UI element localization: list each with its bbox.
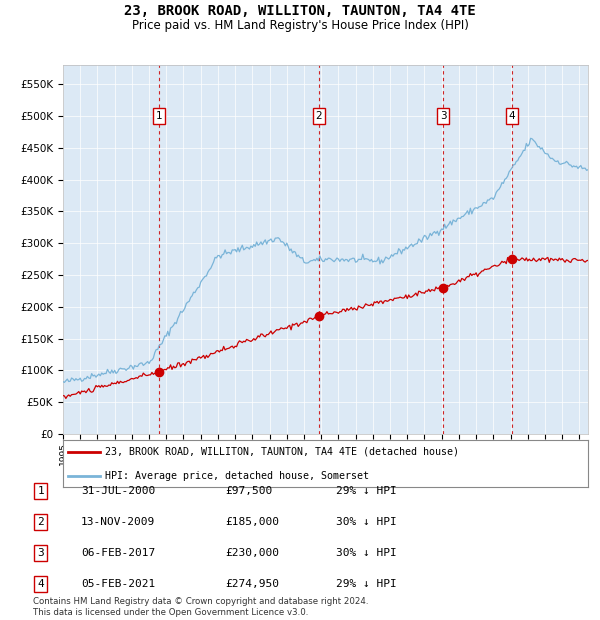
Text: £97,500: £97,500 — [225, 486, 272, 496]
Text: 4: 4 — [37, 579, 44, 589]
Text: 29% ↓ HPI: 29% ↓ HPI — [336, 579, 397, 589]
Text: 06-FEB-2017: 06-FEB-2017 — [81, 548, 155, 558]
Text: 4: 4 — [509, 111, 515, 121]
Text: Contains HM Land Registry data © Crown copyright and database right 2024.
This d: Contains HM Land Registry data © Crown c… — [33, 598, 368, 617]
Text: 23, BROOK ROAD, WILLITON, TAUNTON, TA4 4TE: 23, BROOK ROAD, WILLITON, TAUNTON, TA4 4… — [124, 4, 476, 19]
Text: 2: 2 — [37, 517, 44, 527]
Text: £230,000: £230,000 — [225, 548, 279, 558]
Text: 3: 3 — [440, 111, 446, 121]
Text: £274,950: £274,950 — [225, 579, 279, 589]
Text: 13-NOV-2009: 13-NOV-2009 — [81, 517, 155, 527]
Text: HPI: Average price, detached house, Somerset: HPI: Average price, detached house, Some… — [105, 471, 369, 482]
Text: 30% ↓ HPI: 30% ↓ HPI — [336, 517, 397, 527]
Text: £185,000: £185,000 — [225, 517, 279, 527]
Text: 31-JUL-2000: 31-JUL-2000 — [81, 486, 155, 496]
Text: 1: 1 — [156, 111, 163, 121]
Text: 2: 2 — [316, 111, 322, 121]
Text: 30% ↓ HPI: 30% ↓ HPI — [336, 548, 397, 558]
Text: 1: 1 — [37, 486, 44, 496]
Text: 3: 3 — [37, 548, 44, 558]
Text: 23, BROOK ROAD, WILLITON, TAUNTON, TA4 4TE (detached house): 23, BROOK ROAD, WILLITON, TAUNTON, TA4 4… — [105, 447, 459, 457]
Text: 05-FEB-2021: 05-FEB-2021 — [81, 579, 155, 589]
Text: 29% ↓ HPI: 29% ↓ HPI — [336, 486, 397, 496]
Text: Price paid vs. HM Land Registry's House Price Index (HPI): Price paid vs. HM Land Registry's House … — [131, 19, 469, 32]
